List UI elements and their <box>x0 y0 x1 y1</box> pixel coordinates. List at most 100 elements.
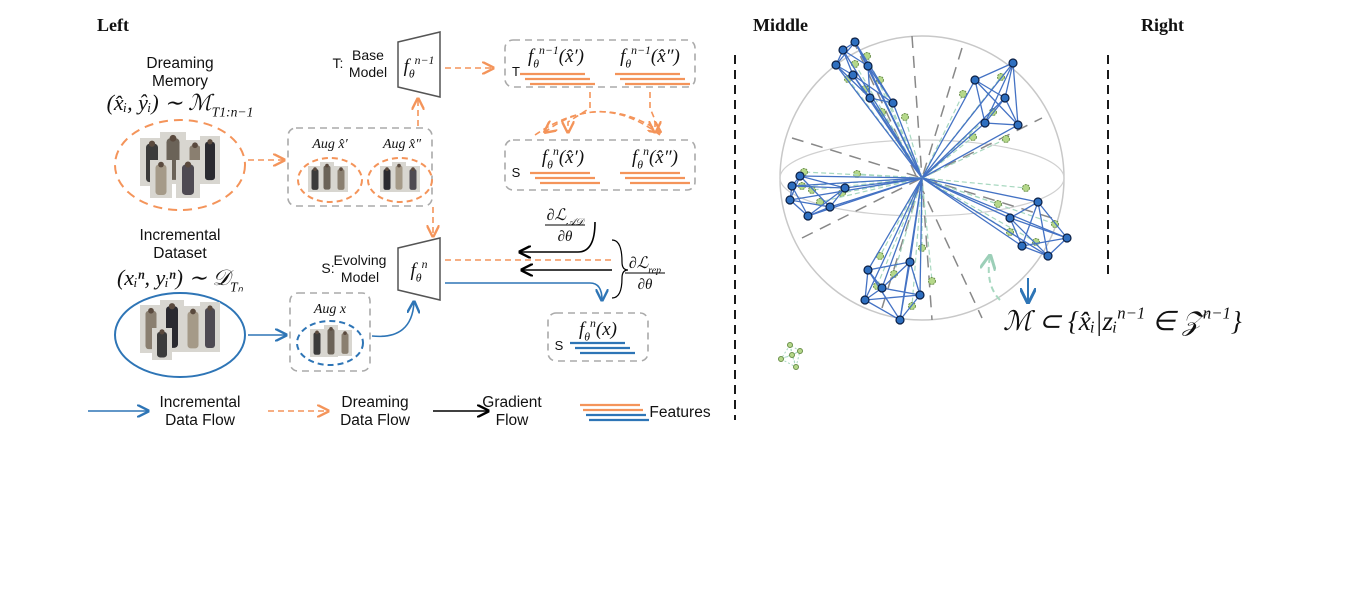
teacher-point <box>915 290 925 300</box>
label: ∂θ <box>558 229 573 245</box>
photo-head <box>148 140 156 147</box>
polyhedron-edge <box>852 74 871 99</box>
teacher-point <box>1013 120 1023 130</box>
photo-head <box>313 167 317 171</box>
teacher-edge <box>921 177 1039 203</box>
memory-flow <box>989 256 1001 301</box>
formula-part: θ <box>409 68 415 81</box>
teacher-point <box>1043 251 1053 261</box>
teacher-edge <box>921 124 1019 179</box>
formula: ℳ ⊂ {x̂ᵢ|zᵢn−1 ∈ 𝒵n−1} <box>1003 304 1242 336</box>
polyhedron-edge <box>854 41 894 104</box>
teacher-edge <box>921 177 1011 219</box>
formula-part: θ <box>416 272 422 285</box>
formula-part: n−1 <box>631 44 651 57</box>
polyhedron-edge <box>864 269 869 301</box>
label: Base <box>352 47 384 63</box>
photo-figure <box>205 308 215 348</box>
icon-point <box>797 348 803 354</box>
teacher-point <box>838 45 848 55</box>
photo-head <box>397 163 401 168</box>
student-edge <box>866 55 923 179</box>
teacher-point <box>1062 233 1072 243</box>
formula-part: θ <box>637 159 643 172</box>
label: Data Flow <box>340 412 411 429</box>
student-edge <box>854 63 923 179</box>
teacher-edge <box>921 79 976 179</box>
polyhedron-edge <box>799 175 846 189</box>
student-point <box>901 113 909 121</box>
formula-part: Tₙ <box>230 280 244 295</box>
polyhedron-edge <box>867 269 901 321</box>
label: Middle <box>753 15 808 35</box>
middle-geometry <box>778 35 1072 370</box>
teacher-edge <box>892 102 923 179</box>
teacher-point <box>888 98 898 108</box>
formula-part: f <box>411 260 419 281</box>
label: Right <box>1141 15 1184 35</box>
teacher-point <box>840 183 850 193</box>
formula: (x̂ᵢ, ŷᵢ) ∼ ℳT1:n−1 <box>107 90 254 120</box>
formula-part: (xᵢⁿ, yᵢⁿ) ∼ 𝒟 <box>117 265 234 290</box>
formula-part: n−1 <box>1117 304 1145 323</box>
polyhedron-edge <box>799 175 831 208</box>
formula: fθn−1 <box>404 54 435 81</box>
formula-part: ∈ 𝒵 <box>1145 306 1209 336</box>
photo-head <box>184 161 192 168</box>
label: Flow <box>496 412 530 429</box>
student-point <box>994 200 1002 208</box>
formula-part: f <box>620 46 628 67</box>
formula-part: f <box>632 147 640 168</box>
teacher-point <box>1033 197 1043 207</box>
teacher-edge <box>799 175 923 179</box>
teacher-edge <box>867 65 923 179</box>
icon-edge <box>780 350 801 360</box>
formula: fθn(x) <box>579 317 617 344</box>
polyhedron-edge <box>881 287 921 296</box>
boundary <box>791 137 1053 219</box>
photo-head <box>169 134 177 142</box>
icon-point <box>778 356 784 362</box>
student-edge <box>841 177 923 194</box>
photo-figure <box>395 165 403 190</box>
teacher-point <box>785 195 795 205</box>
formula-part: n <box>553 145 559 158</box>
polyhedron-edge <box>1004 62 1014 99</box>
teacher-edge <box>921 177 1023 247</box>
polyhedron-edge <box>842 49 869 67</box>
formula-part: (x) <box>596 319 617 340</box>
polyhedron-edge <box>974 79 1019 126</box>
teacher-edge <box>835 64 923 179</box>
photo-head <box>385 167 389 171</box>
label: Left <box>97 15 129 35</box>
teacher-point <box>980 118 990 128</box>
label: T: <box>333 55 344 71</box>
photo-head <box>315 330 319 335</box>
teacher-point <box>877 283 887 293</box>
teacher-edge <box>919 177 923 296</box>
polyhedron-edge <box>1004 97 1019 126</box>
polyhedron-edge <box>864 299 901 321</box>
teacher-edge <box>864 177 923 301</box>
teacher-edge <box>909 177 923 263</box>
student-point <box>816 198 824 206</box>
label: Dataset <box>153 245 207 262</box>
formula: ∂ℒ𝒜𝒟 <box>547 207 586 228</box>
student-edge <box>921 177 933 282</box>
teacher-point <box>905 257 915 267</box>
photo-figure <box>205 141 215 181</box>
photo-figure <box>383 169 391 190</box>
formula: fθn−1(x̂″) <box>620 44 680 71</box>
teacher-edge <box>789 177 923 201</box>
photo-head <box>190 308 196 315</box>
photo-head <box>325 163 329 168</box>
formula-part: (x̂″) <box>649 147 678 168</box>
polyhedron-edge <box>881 261 911 289</box>
teacher-point <box>1017 241 1027 251</box>
student-edge <box>921 177 1027 189</box>
teacher-point <box>803 211 813 221</box>
teacher-edge <box>869 97 923 179</box>
formula-part: n−1 <box>1203 304 1231 323</box>
formula: ∂ℒrep <box>629 255 661 276</box>
